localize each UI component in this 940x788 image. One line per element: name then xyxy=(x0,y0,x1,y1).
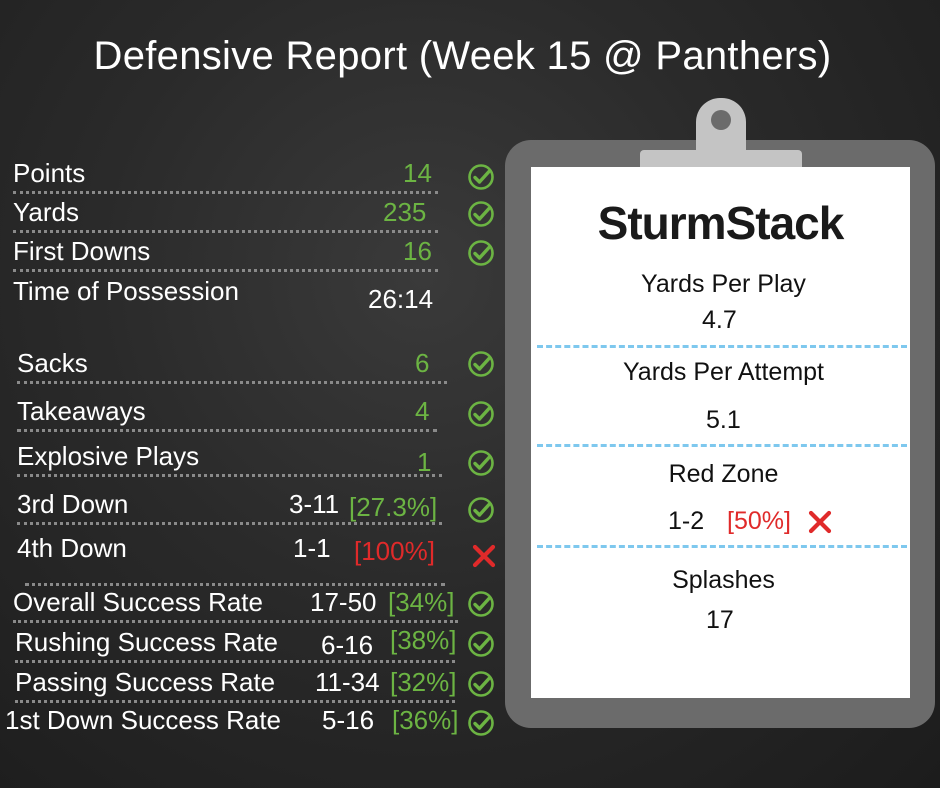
check-icon xyxy=(467,400,495,428)
check-icon xyxy=(467,496,495,524)
divider xyxy=(537,345,907,348)
stat-value: 3-11 xyxy=(289,489,340,519)
stat-label: First Downs xyxy=(13,236,151,266)
clipboard-paper xyxy=(531,167,910,698)
stat-row-fourth-down: 4th Down 1-1 [100%] xyxy=(17,532,442,566)
stat-label: Explosive Plays xyxy=(17,441,200,471)
divider xyxy=(537,545,907,548)
stat-value: 17-50 xyxy=(310,587,377,617)
check-icon xyxy=(467,449,495,477)
stat-percent: [36%] xyxy=(392,705,459,735)
stat-label: Points xyxy=(13,158,86,188)
stat-percent: [27.3%] xyxy=(349,492,438,522)
stat-row-passing-success-rate: Passing Success Rate 11-34 [32%] xyxy=(15,666,457,703)
check-icon xyxy=(467,163,495,191)
stat-percent: [100%] xyxy=(354,536,435,566)
red-zone-value: 1-2 xyxy=(668,507,705,535)
stat-row-points: Points 14 xyxy=(13,157,438,194)
splashes-label: Splashes xyxy=(672,566,775,594)
stat-label: Rushing Success Rate xyxy=(15,627,279,657)
stat-value: 14 xyxy=(403,158,432,188)
check-icon xyxy=(467,239,495,267)
divider xyxy=(25,583,445,586)
stat-value: 1-1 xyxy=(293,533,331,563)
stat-label: Overall Success Rate xyxy=(13,587,263,617)
stat-label: 4th Down xyxy=(17,533,127,563)
stat-label: Takeaways xyxy=(17,396,146,426)
brand-logo: SturmStack xyxy=(597,197,845,249)
stat-row-first-down-success-rate: 1st Down Success Rate 5-16 [36%] xyxy=(5,704,460,738)
check-icon xyxy=(467,200,495,228)
ypp-label: Yards Per Play xyxy=(641,270,806,298)
stat-percent: [38%] xyxy=(390,625,457,655)
red-zone-percent: [50%] xyxy=(727,507,791,535)
divider xyxy=(537,444,907,447)
ypa-label: Yards Per Attempt xyxy=(622,358,824,386)
stat-value: 4 xyxy=(415,396,430,426)
stat-value: 5-16 xyxy=(322,705,375,735)
check-icon xyxy=(467,670,495,698)
stat-value: 235 xyxy=(383,197,427,227)
ypa-value: 5.1 xyxy=(706,406,741,434)
check-icon xyxy=(467,630,495,658)
stat-row-time-of-possession: Time of Possession 26:14 xyxy=(13,275,438,314)
x-icon xyxy=(806,508,834,536)
stat-value: 11-34 xyxy=(315,667,380,697)
stat-label: Yards xyxy=(13,197,79,227)
stat-row-overall-success-rate: Overall Success Rate 17-50 [34%] xyxy=(13,586,458,623)
stat-percent: [32%] xyxy=(390,667,457,697)
check-icon xyxy=(467,350,495,378)
splashes-value: 17 xyxy=(706,606,734,634)
stat-label: Sacks xyxy=(17,348,88,378)
stat-value: 1 xyxy=(417,447,432,477)
stat-row-rushing-success-rate: Rushing Success Rate 6-16 [38%] xyxy=(15,625,457,663)
stat-label: 1st Down Success Rate xyxy=(5,705,282,735)
stat-row-yards: Yards 235 xyxy=(13,196,438,233)
report-title: Defensive Report (Week 15 @ Panthers) xyxy=(93,34,832,78)
check-icon xyxy=(467,709,495,737)
stat-value: 26:14 xyxy=(368,284,434,314)
stat-label: Passing Success Rate xyxy=(15,667,276,697)
x-icon xyxy=(470,542,498,570)
stat-label: Time of Possession xyxy=(13,276,239,306)
check-icon xyxy=(467,590,495,618)
stat-label: 3rd Down xyxy=(17,489,129,519)
stat-row-third-down: 3rd Down 3-11 [27.3%] xyxy=(17,488,442,525)
stat-row-explosive-plays: Explosive Plays 1 xyxy=(17,440,442,477)
clipboard-clip-hole xyxy=(711,110,731,130)
stat-row-first-downs: First Downs 16 xyxy=(13,235,438,272)
stat-value: 6 xyxy=(415,348,430,378)
stat-row-takeaways: Takeaways 4 xyxy=(17,395,437,432)
stat-value: 16 xyxy=(403,236,432,266)
red-zone-label: Red Zone xyxy=(668,460,779,488)
ypp-value: 4.7 xyxy=(702,306,737,334)
stat-row-sacks: Sacks 6 xyxy=(17,347,447,384)
stat-percent: [34%] xyxy=(388,587,455,617)
stat-value: 6-16 xyxy=(321,630,374,660)
